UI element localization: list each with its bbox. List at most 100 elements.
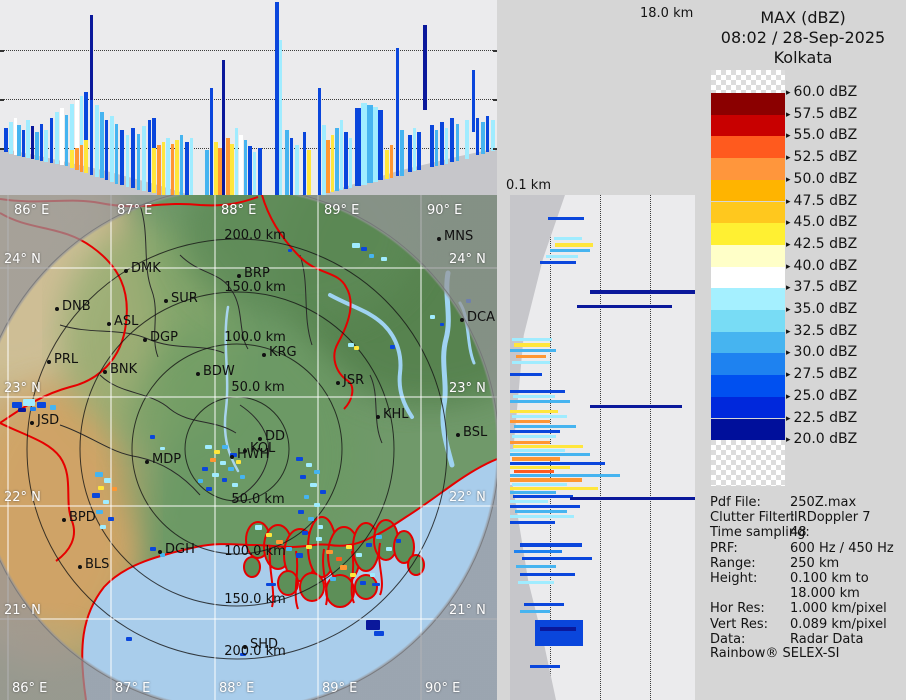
city-marker (262, 353, 266, 357)
metadata-value: 250Z.max (790, 495, 857, 510)
city-label: BRP (244, 266, 270, 281)
city-label: HWH (237, 447, 270, 462)
range-ring-label: 150.0 km (224, 280, 286, 295)
colorbar-tick: ▸ 27.5 dBZ (786, 366, 857, 382)
profile-bar (491, 120, 495, 151)
city-marker (196, 372, 200, 376)
profile-bar (481, 122, 485, 154)
metadata-row: Data: Radar Data (710, 632, 900, 647)
profile-bar (385, 150, 389, 179)
map-panel: 86° E 86° E 87° E 87° E 88° E 88° E 89° E 89° E… (0, 195, 497, 700)
profile-bar (166, 138, 170, 195)
city-marker (237, 274, 241, 278)
profile-bar (22, 130, 25, 157)
axis-tick (0, 99, 4, 101)
city-marker (437, 237, 441, 241)
profile-bar (408, 135, 412, 172)
profile-bar (417, 132, 421, 170)
metadata-value: Radar Data (790, 631, 864, 647)
metadata-row: Vert Res: 0.089 km/pixel (710, 617, 900, 632)
profile-bar (148, 120, 151, 192)
profile-bar (275, 2, 279, 195)
map-label-layer: 86° E 86° E 87° E 87° E 88° E 88° E 89° E 89° E… (0, 195, 497, 700)
profile-bar (40, 124, 43, 161)
city-marker (164, 299, 168, 303)
city-marker (124, 269, 128, 273)
profile-bar (60, 108, 64, 165)
profile-bar (70, 104, 74, 150)
profile-bar (520, 573, 575, 576)
city-label: DGP (150, 330, 178, 345)
profile-bar (486, 116, 489, 152)
city-marker (243, 449, 247, 453)
metadata-value: 600 Hz / 450 Hz (790, 540, 894, 556)
profile-bar (510, 410, 558, 413)
profile-bar (100, 112, 104, 178)
profile-bar (423, 25, 427, 110)
metadata-row: Height: 0.100 km to (710, 571, 900, 586)
colorbar-tick: ▸ 42.5 dBZ (786, 236, 857, 252)
colorbar-tick: ▸ 22.5 dBZ (786, 410, 857, 426)
profile-bar (514, 343, 550, 347)
profile-bar (512, 483, 567, 486)
profile-bar (548, 217, 584, 220)
tick-arrow-icon: ▸ (786, 413, 791, 424)
latitude-label: 23° N (4, 381, 41, 396)
city-marker (78, 565, 82, 569)
longitude-label: 88° E (219, 681, 255, 696)
range-ring-label: 100.0 km (224, 544, 286, 559)
tick-value: 42.5 dBZ (793, 235, 858, 252)
profile-bar (361, 103, 367, 185)
timestamp: 08:02 / 28-Sep-2025 (720, 28, 886, 47)
metadata-label: Clutter Filter: (710, 510, 795, 526)
profile-bar (510, 449, 565, 452)
profile-bar (510, 390, 565, 393)
tick-arrow-icon: ▸ (786, 305, 791, 315)
range-ring-label: 100.0 km (224, 330, 286, 345)
axis-tick (493, 99, 497, 101)
city-marker (145, 460, 149, 464)
profile-bar (226, 138, 230, 195)
profile-bar (550, 249, 590, 252)
tick-arrow-icon: ▸ (786, 153, 791, 164)
profile-bar (514, 425, 576, 428)
profile-bar (90, 15, 93, 100)
profile-bar (162, 142, 165, 195)
metadata-label: Height: (710, 571, 758, 586)
city-label: BPD (69, 510, 96, 525)
profile-bar (577, 305, 672, 308)
city-label: DGH (165, 542, 195, 557)
profile-bar (331, 135, 334, 192)
profile-bar (540, 261, 576, 264)
profile-bar (44, 130, 48, 162)
metadata-label: PRF: (710, 540, 738, 556)
profile-bar (95, 105, 99, 177)
tick-arrow-icon: ▸ (786, 435, 791, 446)
profile-bar (222, 60, 225, 195)
profile-bar (50, 118, 53, 163)
profile-bar (55, 112, 59, 164)
range-ring-label: 200.0 km (224, 644, 286, 659)
latitude-label: 22° N (4, 490, 41, 505)
city-marker (55, 307, 59, 311)
gridline (0, 50, 497, 51)
tick-arrow-icon: ▸ (786, 218, 791, 229)
longitude-label: 87° E (115, 681, 151, 696)
colorbar-swatch (711, 418, 785, 441)
colorbar-swatch (711, 201, 785, 224)
tick-value: 45.0 dBZ (793, 214, 858, 231)
tick-value: 50.0 dBZ (793, 170, 858, 187)
city-label: MNS (444, 229, 474, 244)
city-label: BNK (110, 362, 138, 377)
tick-value: 22.5 dBZ (793, 409, 858, 426)
tick-arrow-icon: ▸ (786, 88, 791, 98)
profile-bar (510, 478, 582, 482)
profile-bar (218, 148, 222, 195)
profile-bar (152, 148, 156, 193)
legend-panel: MAX (dBZ) 08:02 / 28-Sep-2025 Kolkata ▸ 6… (700, 0, 906, 700)
colorbar-tick: ▸ 20.0 dBZ (786, 431, 857, 447)
station-name: Kolkata (773, 48, 833, 67)
profile-bar (295, 145, 299, 195)
colorbar-swatch-below-min (711, 440, 785, 487)
city-marker (456, 433, 460, 437)
